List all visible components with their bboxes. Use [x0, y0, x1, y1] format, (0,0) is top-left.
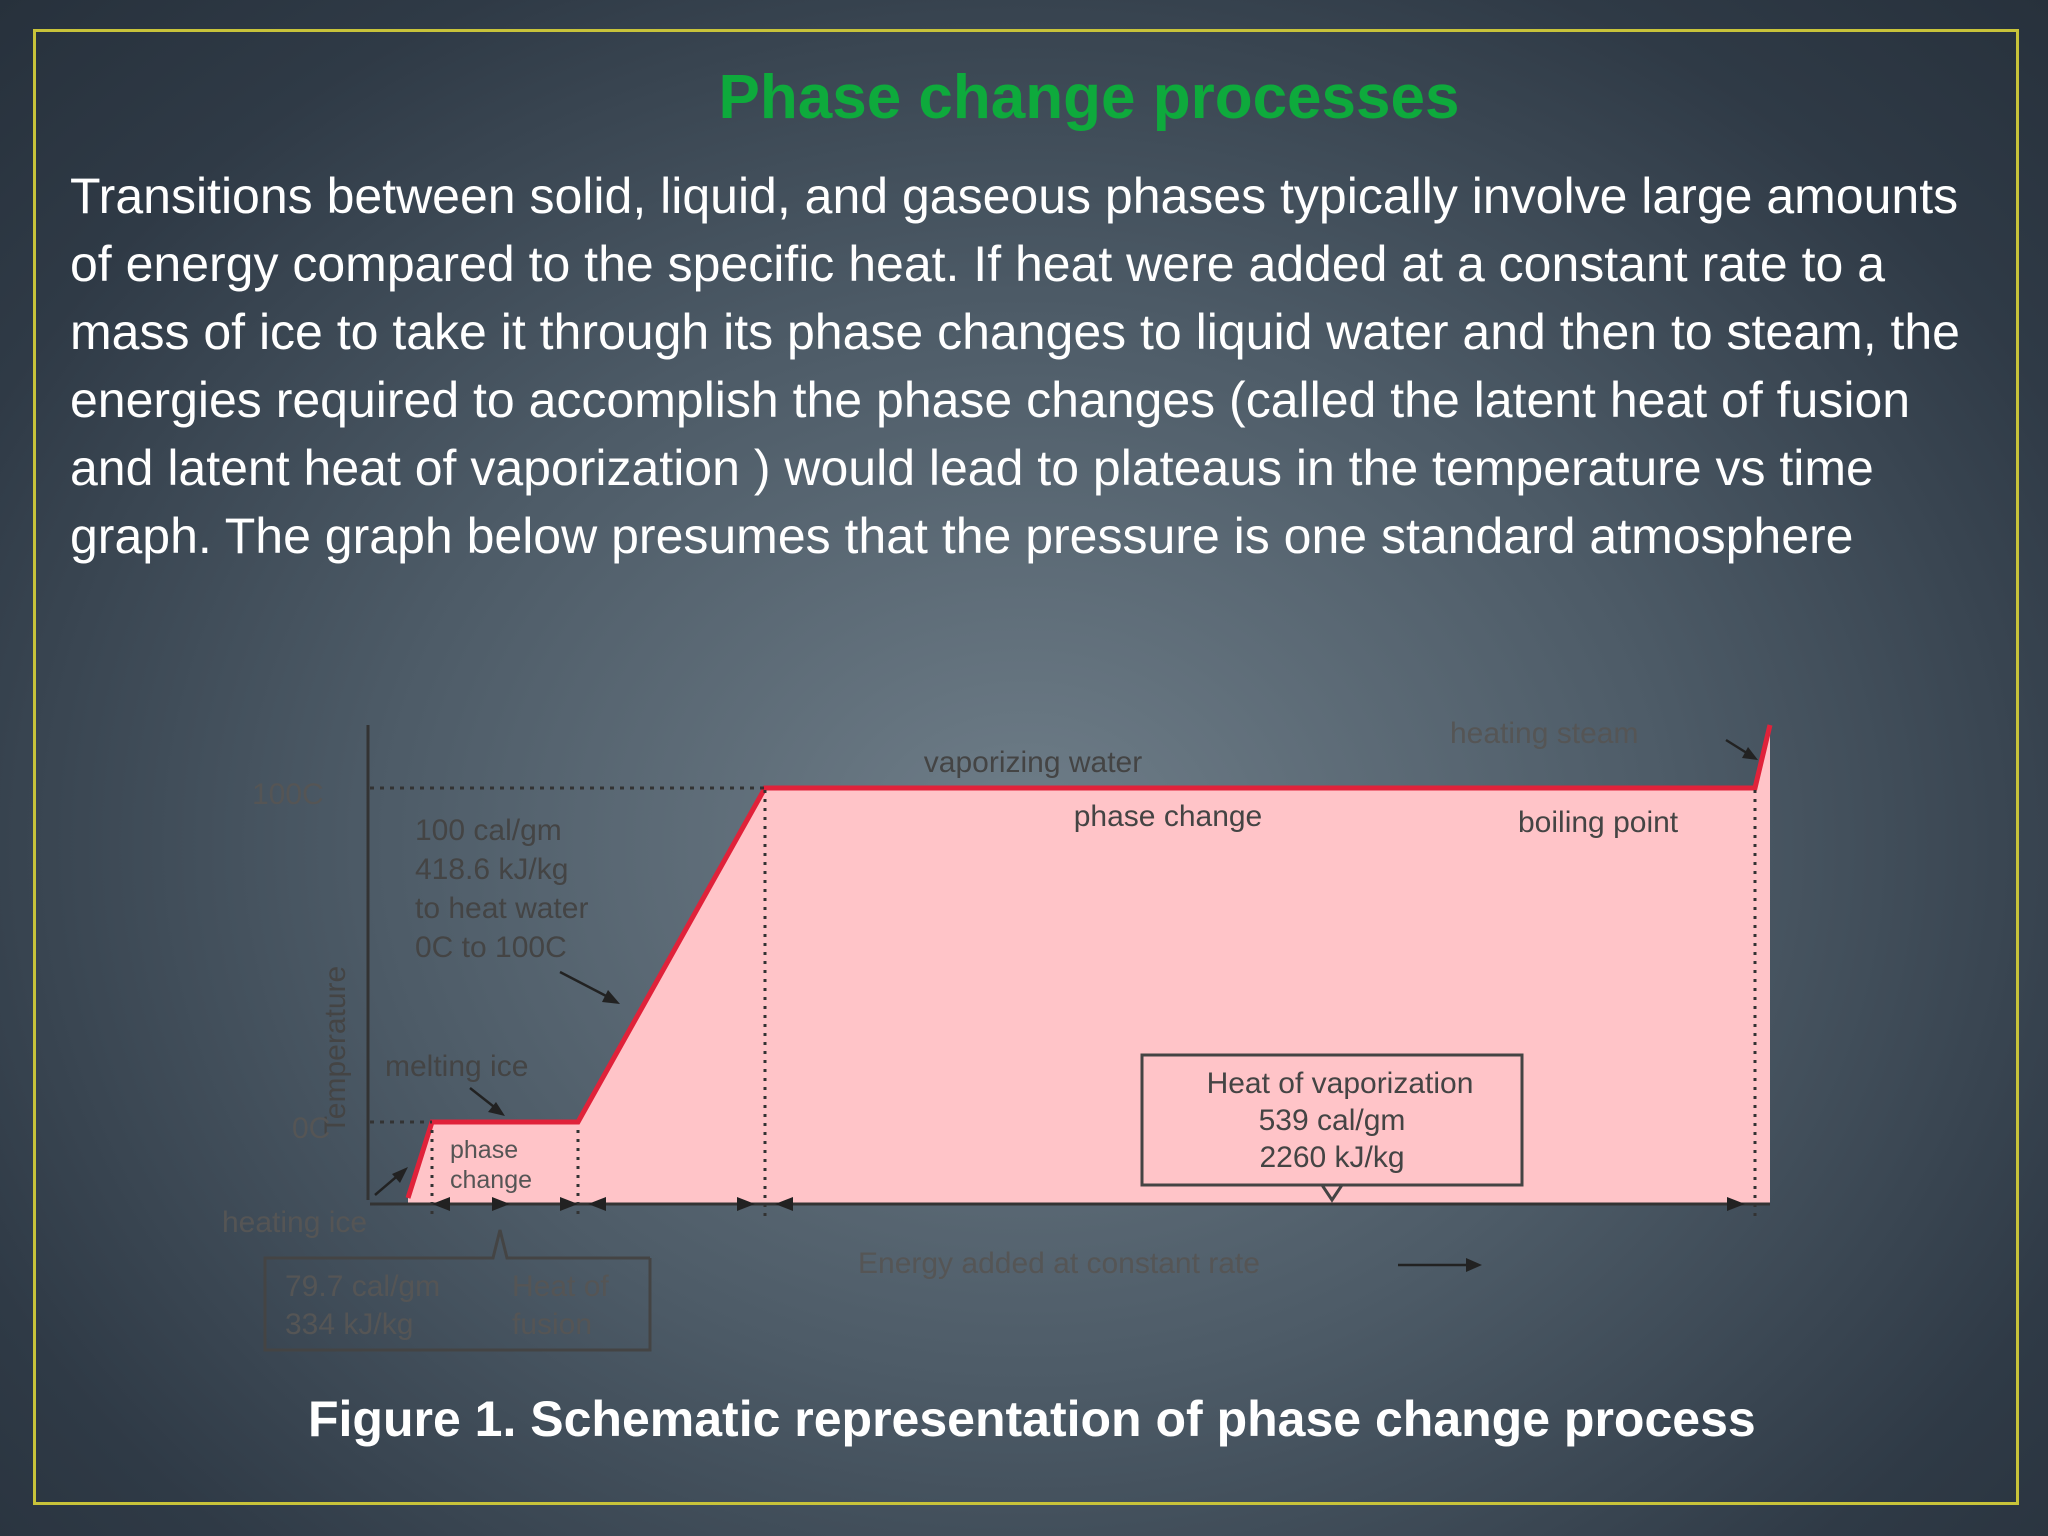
- tick-100c: 100C: [252, 778, 324, 811]
- heating-curve-line: [405, 724, 1773, 1199]
- arrow-heat-water-head: [602, 990, 620, 1004]
- fusion-line-2: 334 kJ/kg: [285, 1308, 413, 1341]
- vaporization-line-1: Heat of vaporization: [1207, 1067, 1474, 1100]
- slide-frame: [33, 29, 2019, 1505]
- phase-change-figure: Temperature 100C 0C heating ice melting …: [222, 717, 1773, 1352]
- arrow-melting-ice-head: [488, 1102, 505, 1116]
- label-phase-small-2: change: [450, 1166, 532, 1194]
- heating-curve-fill: [408, 725, 1770, 1204]
- tick-0c: 0C: [292, 1112, 330, 1145]
- vaporization-box-pointer: [1320, 1184, 1344, 1203]
- fusion-line-3: Heat of: [512, 1270, 609, 1303]
- fusion-box-pointer: [468, 1229, 650, 1260]
- fusion-box: [263, 1256, 652, 1352]
- slide-body-text: Transitions between solid, liquid, and g…: [70, 168, 1960, 564]
- figure-caption: Figure 1. Schematic representation of ph…: [308, 1391, 1756, 1447]
- y-axis-label: Temperature: [319, 966, 352, 1134]
- label-melting-ice: melting ice: [385, 1050, 528, 1083]
- label-heating-steam: heating steam: [1450, 717, 1638, 750]
- fusion-line-4: fusion: [512, 1308, 592, 1341]
- segment-arrows: [432, 1197, 1745, 1211]
- vaporization-box: [1140, 1053, 1524, 1187]
- heat-water-line-4: 0C to 100C: [415, 931, 567, 964]
- slide-title: Phase change processes: [718, 63, 1460, 132]
- heat-water-annotation: 100 cal/gm 418.6 kJ/kg to heat water 0C …: [415, 814, 588, 964]
- arrow-heating-steam-head: [1742, 747, 1758, 760]
- heat-water-line-3: to heat water: [415, 892, 588, 925]
- x-axis-label: Energy added at constant rate: [858, 1247, 1260, 1280]
- label-phase-change: phase change: [1074, 800, 1263, 833]
- label-heating-ice: heating ice: [222, 1206, 367, 1239]
- label-vaporizing-water: vaporizing water: [924, 746, 1142, 779]
- vaporization-line-2: 539 cal/gm: [1259, 1104, 1406, 1137]
- label-phase-small-1: phase: [450, 1136, 518, 1164]
- heat-water-line-2: 418.6 kJ/kg: [415, 853, 568, 886]
- heat-water-line-1: 100 cal/gm: [415, 814, 562, 847]
- x-axis-arrow-head: [1466, 1258, 1482, 1272]
- vaporization-line-3: 2260 kJ/kg: [1259, 1141, 1404, 1174]
- label-boiling-point: boiling point: [1518, 806, 1679, 839]
- fusion-line-1: 79.7 cal/gm: [285, 1270, 440, 1303]
- arrow-heating-ice-head: [392, 1167, 408, 1183]
- arrow-heat-water: [559, 970, 611, 1000]
